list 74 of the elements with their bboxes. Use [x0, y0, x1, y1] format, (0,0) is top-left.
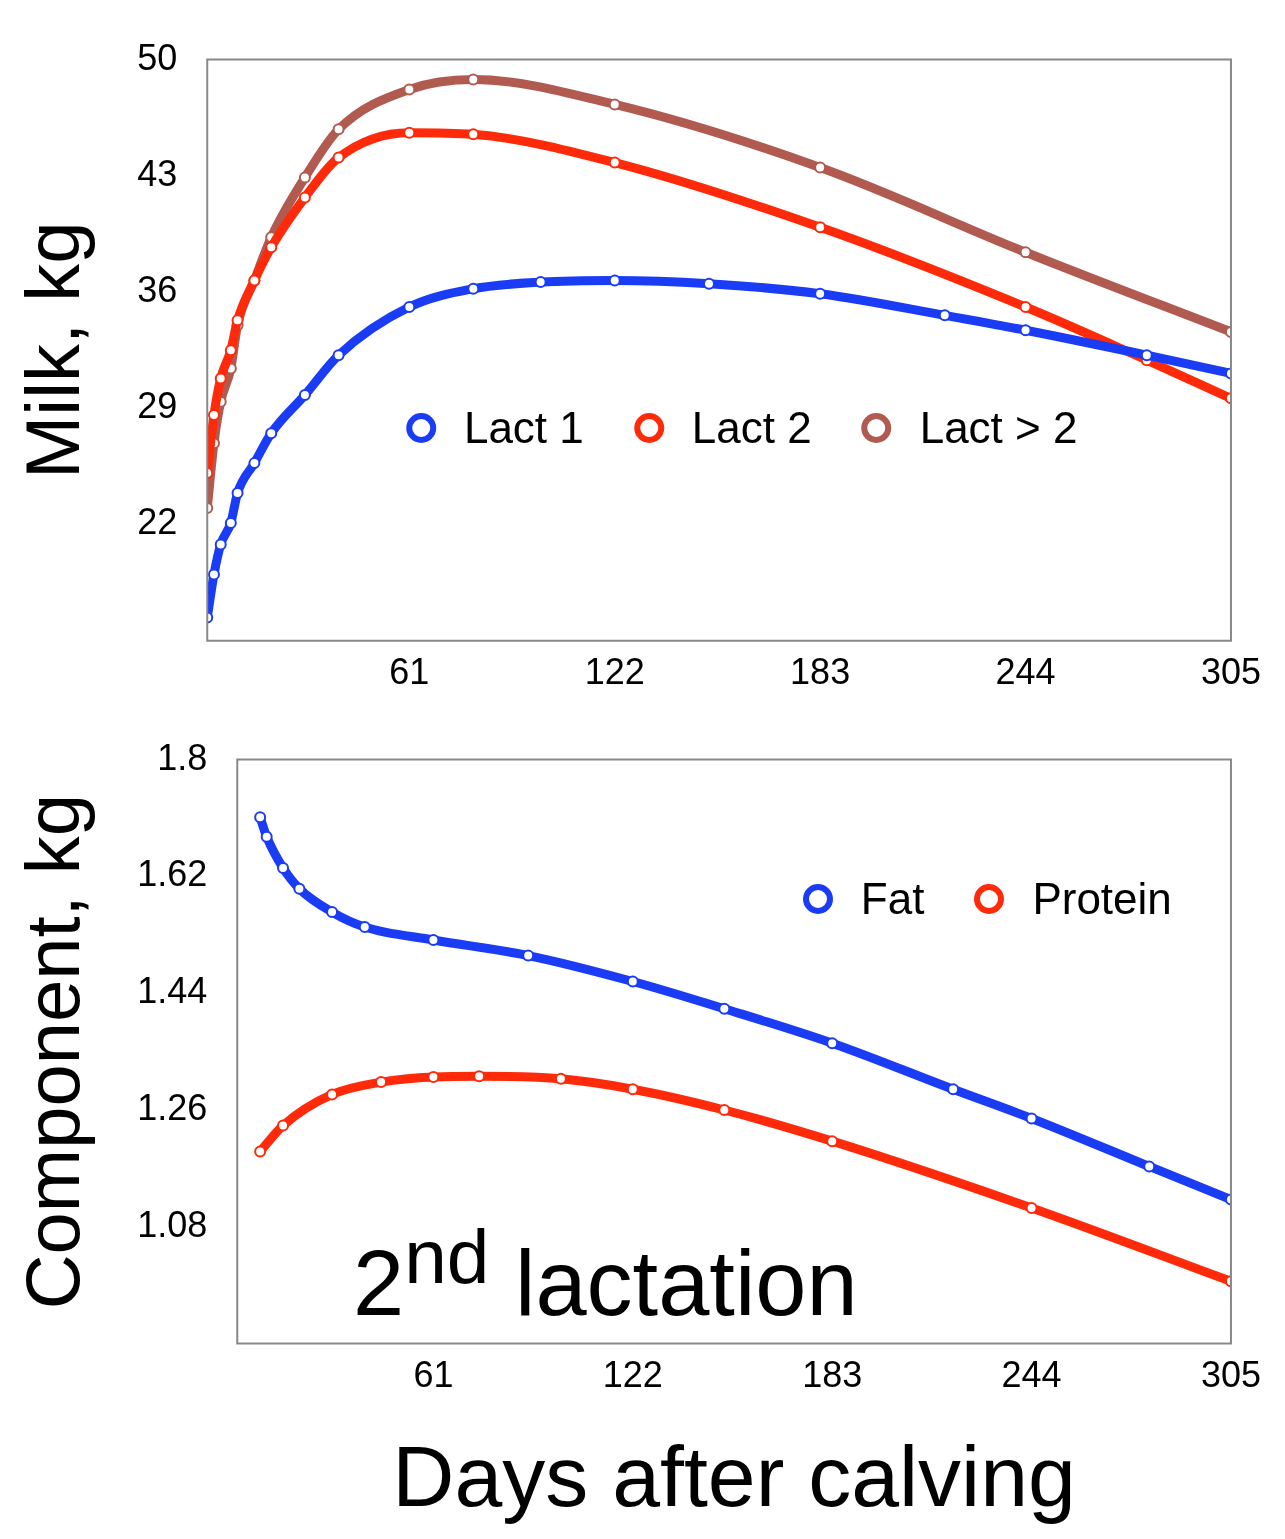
y-tick-label: 36	[137, 269, 178, 310]
annotation: 2$^{nd}$ lactation	[353, 1213, 858, 1336]
legend-label: Lact 2	[691, 403, 812, 453]
point	[231, 314, 244, 327]
point	[626, 1083, 639, 1096]
y-axis-title: Milk, kg	[9, 221, 95, 479]
y-tick-label: 43	[137, 152, 178, 194]
x-tick-label: 305	[1200, 651, 1262, 693]
x-tick-label: 183	[790, 651, 851, 693]
x-tick-label: 61	[413, 1354, 454, 1396]
point	[1025, 1201, 1038, 1214]
legend-label: Lact > 2	[919, 403, 1078, 453]
point	[1019, 324, 1032, 337]
point	[1025, 1112, 1038, 1125]
point	[427, 933, 440, 946]
y-tick-label: 50	[137, 36, 178, 78]
point	[1143, 1160, 1156, 1173]
point	[1019, 246, 1032, 259]
point	[260, 830, 273, 843]
legend-label: Protein	[1032, 874, 1172, 924]
x-tick-label: 122	[602, 1354, 663, 1396]
point	[298, 389, 311, 402]
point	[718, 1104, 731, 1116]
point	[1019, 301, 1032, 314]
point	[254, 1145, 267, 1158]
x-tick-label: 122	[584, 651, 645, 693]
point	[626, 975, 639, 988]
legend-label: Lact 1	[463, 403, 584, 453]
legend-label: Fat	[860, 874, 925, 924]
point	[332, 349, 345, 362]
point	[522, 949, 535, 962]
point	[231, 487, 244, 500]
point	[814, 161, 827, 174]
point	[608, 156, 621, 169]
x-tick-label: 61	[389, 651, 430, 693]
point	[326, 906, 339, 919]
point	[248, 457, 261, 470]
point	[254, 811, 267, 824]
point	[214, 372, 227, 385]
y-tick-label: 1.08	[137, 1203, 208, 1245]
point	[332, 151, 345, 164]
x-tick-label: 244	[995, 651, 1056, 693]
point	[938, 309, 951, 322]
point	[403, 301, 416, 314]
x-tick-label: 244	[1001, 1354, 1062, 1396]
point	[265, 241, 278, 254]
point	[332, 123, 345, 136]
point	[1140, 349, 1153, 362]
point	[947, 1083, 960, 1096]
y-tick-label: 1.44	[137, 970, 208, 1012]
y-tick-label: 1.26	[137, 1086, 208, 1128]
point	[214, 538, 227, 551]
point	[718, 1002, 731, 1015]
point	[265, 427, 278, 440]
point	[293, 882, 306, 895]
point	[608, 98, 621, 111]
point	[403, 83, 416, 96]
point	[298, 191, 311, 204]
point	[298, 171, 311, 184]
point	[277, 1119, 290, 1132]
point	[358, 921, 371, 934]
point	[326, 1088, 339, 1101]
x-tick-label: 305	[1200, 1354, 1262, 1396]
y-tick-label: 22	[137, 501, 178, 543]
point	[826, 1037, 839, 1050]
y-tick-label: 29	[137, 385, 178, 427]
point	[207, 568, 220, 581]
y-tick-label: 1.8	[157, 736, 208, 778]
y-tick-label: 1.62	[137, 853, 208, 895]
point	[814, 221, 827, 234]
x-tick-label: 183	[802, 1354, 863, 1396]
x-axis-title: Days after calving	[392, 1428, 1076, 1525]
y-axis-title: Component, kg	[9, 793, 95, 1310]
point	[277, 861, 290, 874]
